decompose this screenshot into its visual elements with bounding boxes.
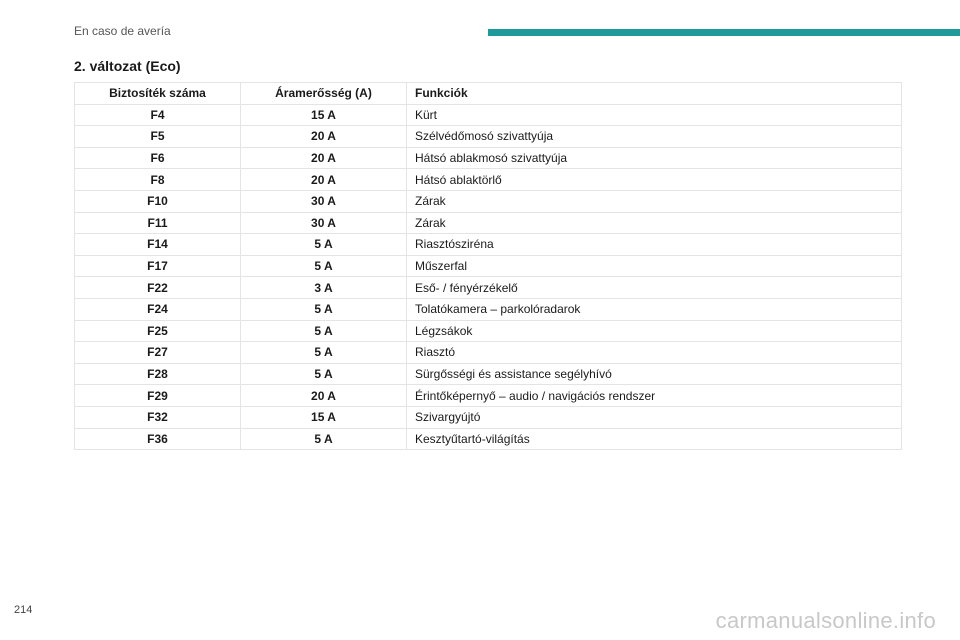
amperage-cell: 5 A [240, 362, 407, 386]
table-row: F14 5 A Riasztósziréna [74, 233, 902, 256]
amperage-cell: 30 A [240, 211, 407, 235]
fuse-number-cell: F14 [74, 233, 241, 256]
amperage-cell: 20 A [240, 146, 407, 170]
table-row: F27 5 A Riasztó [74, 341, 902, 364]
fuse-number-cell: F28 [74, 362, 241, 386]
table-header-row: Biztosíték száma Áramerősség (A) Funkció… [74, 82, 902, 105]
amperage-cell: 15 A [240, 103, 407, 127]
fuse-number-cell: F25 [74, 319, 241, 343]
table-row: F29 20 A Érintőképernyő – audio / navigáci… [74, 384, 902, 407]
amperage-cell: 15 A [240, 405, 407, 429]
table-row: F22 3 A Eső- / fényérzékelő [74, 276, 902, 299]
amperage-cell: 5 A [240, 233, 407, 256]
fuse-number-cell: F17 [74, 254, 241, 278]
table-row: F28 5 A Sürgősségi és assistance segélyhív… [74, 362, 902, 386]
column-header-amperage: Áramerősség (A) [240, 82, 407, 105]
page-number: 214 [14, 604, 33, 616]
function-cell: Kürt [406, 103, 902, 127]
column-header-fuse-number: Biztosíték száma [74, 82, 241, 105]
amperage-cell: 20 A [240, 125, 407, 148]
function-cell: Riasztósziréna [406, 233, 902, 256]
amperage-cell: 20 A [240, 384, 407, 407]
table-row: F25 5 A Légzsákok [74, 319, 902, 343]
function-cell: Műszerfal [406, 254, 902, 278]
header-accent-bar [488, 29, 960, 36]
function-cell: Szivargyújtó [406, 405, 902, 429]
function-cell: Zárak [406, 211, 902, 235]
amperage-cell: 5 A [240, 254, 407, 278]
fuse-number-cell: F5 [74, 125, 241, 148]
function-cell: Kesztyűtartó-világítás [406, 427, 902, 451]
table-row: F24 5 A Tolatókamera – parkolóradarok [74, 297, 902, 321]
function-cell: Zárak [406, 189, 902, 213]
fuse-number-cell: F10 [74, 189, 241, 213]
fuse-number-cell: F32 [74, 405, 241, 429]
fuse-table: Biztosíték száma Áramerősség (A) Funkció… [74, 82, 902, 451]
column-header-functions: Funkciók [406, 82, 902, 105]
table-row: F11 30 A Zárak [74, 211, 902, 235]
table-row: F17 5 A Műszerfal [74, 254, 902, 278]
fuse-number-cell: F27 [74, 341, 241, 364]
amperage-cell: 5 A [240, 427, 407, 451]
table-row: F36 5 A Kesztyűtartó-világítás [74, 427, 902, 451]
fuse-number-cell: F36 [74, 427, 241, 451]
amperage-cell: 5 A [240, 319, 407, 343]
fuse-number-cell: F11 [74, 211, 241, 235]
fuse-number-cell: F22 [74, 276, 241, 299]
section-header: En caso de avería [74, 24, 171, 38]
page-title: 2. változat (Eco) [74, 58, 181, 74]
table-row: F4 15 A Kürt [74, 103, 902, 127]
table-row: F32 15 A Szivargyújtó [74, 405, 902, 429]
function-cell: Tolatókamera – parkolóradarok [406, 297, 902, 321]
fuse-table-body: F4 15 A Kürt F5 20 A Szélvédőmosó szivattyúja… [74, 103, 902, 451]
function-cell: Sürgősségi és assistance segélyhívó [406, 362, 902, 386]
function-cell: Hátsó ablaktörlő [406, 168, 902, 191]
table-row: F10 30 A Zárak [74, 189, 902, 213]
function-cell: Riasztó [406, 341, 902, 364]
function-cell: Érintőképernyő – audio / navigációs rend… [406, 384, 902, 407]
function-cell: Eső- / fényérzékelő [406, 276, 902, 299]
fuse-number-cell: F4 [74, 103, 241, 127]
amperage-cell: 5 A [240, 297, 407, 321]
table-row: F5 20 A Szélvédőmosó szivattyúja [74, 125, 902, 148]
function-cell: Légzsákok [406, 319, 902, 343]
function-cell: Hátsó ablakmosó szivattyúja [406, 146, 902, 170]
table-row: F6 20 A Hátsó ablakmosó szivattyúja [74, 146, 902, 170]
fuse-number-cell: F6 [74, 146, 241, 170]
amperage-cell: 30 A [240, 189, 407, 213]
fuse-number-cell: F24 [74, 297, 241, 321]
amperage-cell: 20 A [240, 168, 407, 191]
table-row: F8 20 A Hátsó ablaktörlő [74, 168, 902, 191]
function-cell: Szélvédőmosó szivattyúja [406, 125, 902, 148]
fuse-number-cell: F8 [74, 168, 241, 191]
amperage-cell: 5 A [240, 341, 407, 364]
amperage-cell: 3 A [240, 276, 407, 299]
fuse-number-cell: F29 [74, 384, 241, 407]
watermark: carmanualsonline.info [715, 608, 936, 633]
